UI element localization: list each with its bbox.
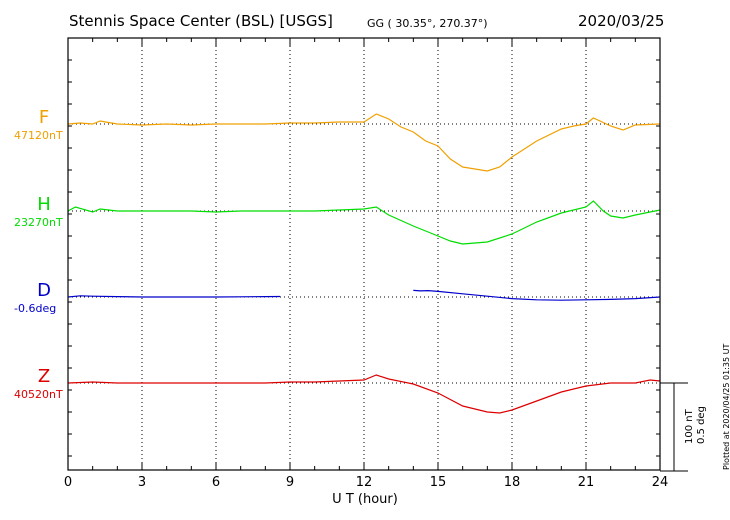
page-title: Stennis Space Center (BSL) [USGS] [69, 12, 333, 30]
channel-baseline-h: 23270nT [14, 216, 63, 229]
axis-layer: 0 3 6 9 12 15 18 21 24 [64, 37, 688, 490]
series-line-z [67, 374, 661, 414]
x-tick-label: 24 [652, 475, 669, 490]
scale-bar-nt-label: 100 nT [684, 409, 695, 444]
x-tick-label: 21 [578, 475, 595, 490]
channel-name-f: F [38, 107, 50, 128]
channel-baseline-d: -0.6deg [14, 302, 57, 315]
series-line-d [413, 289, 661, 301]
grid-layer [68, 38, 660, 470]
x-tick-label: 3 [138, 475, 146, 490]
x-tick-label: 9 [286, 475, 294, 490]
x-tick-label: 18 [504, 475, 521, 490]
channel-baseline-z: 40520nT [14, 388, 63, 401]
plot-date: 2020/03/25 [578, 12, 665, 30]
x-tick-label: 6 [212, 475, 220, 490]
channel-name-d: D [37, 280, 51, 301]
channel-baseline-f: 47120nT [14, 129, 63, 142]
series-line-h [67, 200, 661, 245]
series-line-f [67, 113, 661, 172]
trace-layer [67, 113, 661, 414]
series-line-d [67, 295, 281, 298]
station-coordinates: GG ( 30.35°, 270.37°) [367, 17, 488, 30]
x-tick-label: 12 [356, 475, 373, 490]
x-tick-label: 15 [430, 475, 447, 490]
x-tick-label: 0 [64, 475, 72, 490]
channel-name-z: Z [37, 366, 51, 387]
scale-bar-deg-label: 0.5 deg [696, 406, 707, 444]
plotted-timestamp: Plotted at 2020/04/25 01:35 UT [722, 343, 730, 470]
x-axis-label: U T (hour) [332, 492, 398, 507]
channel-name-h: H [37, 194, 51, 215]
